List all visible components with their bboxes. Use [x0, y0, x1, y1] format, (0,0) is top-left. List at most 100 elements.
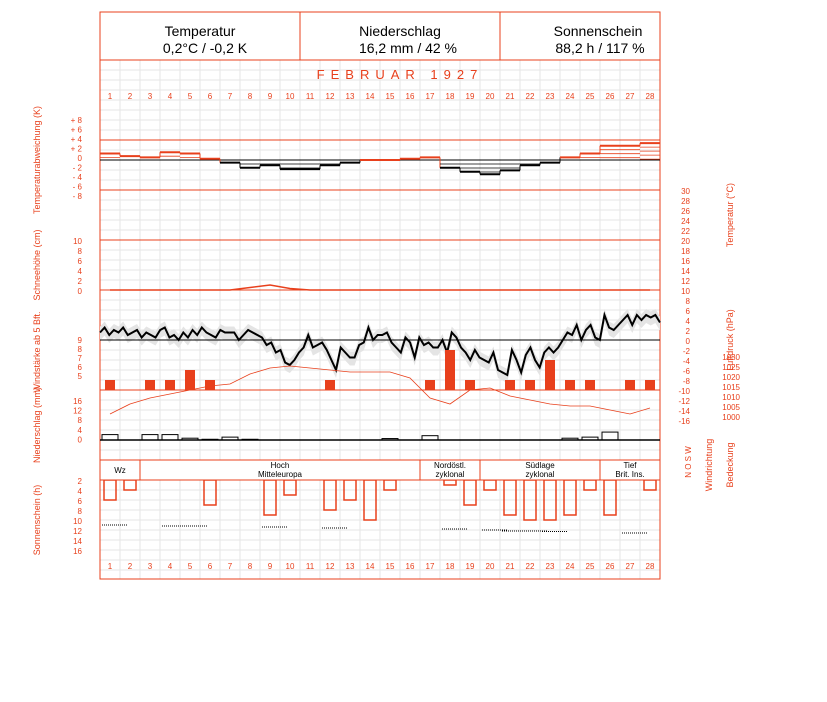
- wind-bar: [445, 350, 455, 390]
- temp-dev-tick: - 6: [73, 183, 83, 192]
- wind-tick: 8: [78, 345, 83, 354]
- temp-dev-tick: - 2: [73, 164, 83, 173]
- day-label: 8: [248, 92, 253, 101]
- day-label: 7: [228, 92, 233, 101]
- temperature-tick: -10: [678, 387, 690, 396]
- temperature-tick: -14: [678, 407, 690, 416]
- cloud-axis-title: Bedeckung: [725, 442, 735, 487]
- day-label: 24: [566, 562, 575, 571]
- day-label: 19: [466, 92, 475, 101]
- wind-bar: [525, 380, 535, 390]
- temperature-tick: -6: [683, 367, 691, 376]
- day-label: 26: [606, 92, 615, 101]
- temperature-tick: -4: [683, 357, 691, 366]
- temperature-tick: -8: [683, 377, 691, 386]
- temperature-tick: 12: [681, 277, 690, 286]
- pressure-tick: 1010: [722, 393, 740, 402]
- wind-bar: [105, 380, 115, 390]
- wind-tick: 5: [78, 372, 83, 381]
- day-label: 12: [326, 562, 335, 571]
- wind-bar: [645, 380, 655, 390]
- precip-header-title: Niederschlag: [359, 23, 441, 39]
- sunshine-tick: 14: [73, 537, 82, 546]
- sunshine-bar: [583, 479, 597, 491]
- wind-tick: 7: [78, 354, 83, 363]
- wind-bar: [205, 380, 215, 390]
- temperature-tick: 14: [681, 267, 690, 276]
- temperature-tick: 28: [681, 197, 690, 206]
- wind-bar: [325, 380, 335, 390]
- sunshine-bar: [643, 479, 657, 491]
- temperature-tick: -16: [678, 417, 690, 426]
- day-label: 28: [646, 562, 655, 571]
- day-labels-top: 1 2 3 4 5 6 7 8 9 10 11 12 13 14 15 16 17 18 19 20 21 22 23 24 2…: [108, 92, 655, 101]
- temperature-tick: 16: [681, 257, 690, 266]
- wind-bar: [565, 380, 575, 390]
- wind-bar: [545, 360, 555, 390]
- temperature-tick: 22: [681, 227, 690, 236]
- day-label: 22: [526, 562, 535, 571]
- weather-type-cell: [599, 459, 661, 481]
- snow-tick: 2: [78, 277, 83, 286]
- sunshine-tick: 10: [73, 517, 82, 526]
- precip-tick: 8: [78, 416, 83, 425]
- sun-axis-title: Sonnenschein (h): [32, 485, 42, 556]
- month-title: FEBRUAR 1927: [317, 67, 484, 82]
- day-labels-bottom: 1 2 3 4 5 6 7 8 9 10 11 12 13 14 15 16 17 18 19 20 21 22 23 24 2…: [108, 562, 655, 571]
- sunshine-tick: 16: [73, 547, 82, 556]
- day-label: 18: [446, 562, 455, 571]
- precip-bar: [141, 434, 159, 441]
- day-label: 4: [168, 562, 173, 571]
- temperature-tick: 8: [686, 297, 691, 306]
- day-label: 17: [426, 562, 435, 571]
- day-label: 10: [286, 562, 295, 571]
- weather-type-row: WzHochMitteleuropaNordöstl.zyklonalSüdla…: [99, 459, 661, 481]
- pressure-tick: 1020: [722, 373, 740, 382]
- day-label: 28: [646, 92, 655, 101]
- sun-header-value: 88,2 h / 117 %: [555, 40, 644, 56]
- wind-bar: [145, 380, 155, 390]
- day-label: 20: [486, 92, 495, 101]
- day-label: 23: [546, 562, 555, 571]
- day-label: 3: [148, 562, 153, 571]
- day-label: 24: [566, 92, 575, 101]
- day-label: 1: [108, 562, 113, 571]
- day-label: 10: [286, 92, 295, 101]
- weather-type-label: zyklonal: [526, 470, 555, 479]
- wind-tick: 6: [78, 363, 83, 372]
- weather-type-label: zyklonal: [436, 470, 465, 479]
- day-label: 15: [386, 92, 395, 101]
- day-label: 25: [586, 562, 595, 571]
- wind-bar: [585, 380, 595, 390]
- pressure-tick: 1025: [722, 363, 740, 372]
- day-label: 1: [108, 92, 113, 101]
- day-label: 20: [486, 562, 495, 571]
- day-label: 18: [446, 92, 455, 101]
- weather-type-label: Mitteleuropa: [258, 470, 303, 479]
- weather-type-label: Hoch: [271, 461, 290, 470]
- day-label: 2: [128, 562, 133, 571]
- weather-type-label: Nordöstl.: [434, 461, 466, 470]
- day-label: 13: [346, 562, 355, 571]
- sunshine-bar: [463, 479, 477, 506]
- sunshine-bar: [383, 479, 397, 491]
- sunshine-bar: [323, 479, 337, 511]
- snow-line: [110, 284, 650, 291]
- day-label: 26: [606, 562, 615, 571]
- day-label: 3: [148, 92, 153, 101]
- day-label: 17: [426, 92, 435, 101]
- temperature-tick: 6: [686, 307, 691, 316]
- precip-tick: 0: [78, 435, 83, 444]
- temperature-tick: 4: [686, 317, 691, 326]
- day-label: 7: [228, 562, 233, 571]
- snow-tick: 8: [78, 247, 83, 256]
- day-label: 8: [248, 562, 253, 571]
- pressure-axis-title: Luftdruck (hPa): [725, 309, 735, 371]
- day-label: 4: [168, 92, 173, 101]
- snow-tick: 10: [73, 237, 82, 246]
- temp-header-value: 0,2°C / -0,2 K: [163, 40, 248, 56]
- sunshine-tick: 4: [78, 487, 83, 496]
- pressure-tick: 1015: [722, 383, 740, 392]
- day-label: 27: [626, 562, 635, 571]
- temp-dev-tick: + 2: [71, 145, 83, 154]
